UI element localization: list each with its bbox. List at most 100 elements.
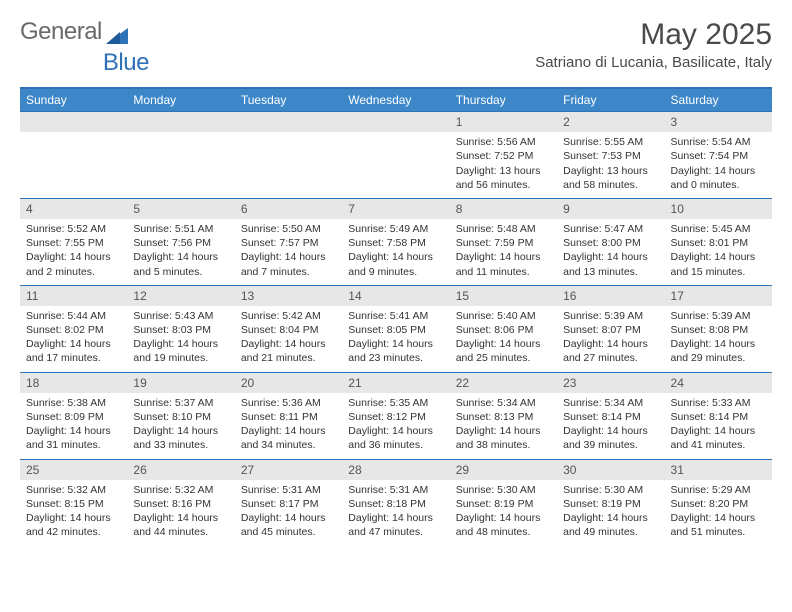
sunrise-text: Sunrise: 5:45 AM: [671, 222, 766, 236]
sunrise-text: Sunrise: 5:30 AM: [456, 483, 551, 497]
day-header: Sunday: [20, 89, 127, 111]
sunset-text: Sunset: 8:18 PM: [348, 497, 443, 511]
day-cell: 5Sunrise: 5:51 AMSunset: 7:56 PMDaylight…: [127, 199, 234, 285]
daylight-text: Daylight: 14 hours and 39 minutes.: [563, 424, 658, 452]
day-header: Monday: [127, 89, 234, 111]
sunrise-text: Sunrise: 5:33 AM: [671, 396, 766, 410]
week-row: 4Sunrise: 5:52 AMSunset: 7:55 PMDaylight…: [20, 198, 772, 285]
day-number: 18: [20, 373, 127, 393]
day-number: 13: [235, 286, 342, 306]
day-content: Sunrise: 5:38 AMSunset: 8:09 PMDaylight:…: [20, 393, 127, 459]
day-number: 22: [450, 373, 557, 393]
sunrise-text: Sunrise: 5:50 AM: [241, 222, 336, 236]
day-cell: 4Sunrise: 5:52 AMSunset: 7:55 PMDaylight…: [20, 199, 127, 285]
day-number: 10: [665, 199, 772, 219]
sunrise-text: Sunrise: 5:32 AM: [133, 483, 228, 497]
day-number: 26: [127, 460, 234, 480]
logo-text-1: General: [20, 18, 102, 46]
daylight-text: Daylight: 14 hours and 42 minutes.: [26, 511, 121, 539]
sunrise-text: Sunrise: 5:32 AM: [26, 483, 121, 497]
day-cell: 14Sunrise: 5:41 AMSunset: 8:05 PMDayligh…: [342, 286, 449, 372]
day-number: 1: [450, 112, 557, 132]
day-cell: 21Sunrise: 5:35 AMSunset: 8:12 PMDayligh…: [342, 373, 449, 459]
sunrise-text: Sunrise: 5:54 AM: [671, 135, 766, 149]
daylight-text: Daylight: 14 hours and 5 minutes.: [133, 250, 228, 278]
sunset-text: Sunset: 7:53 PM: [563, 149, 658, 163]
daylight-text: Daylight: 14 hours and 49 minutes.: [563, 511, 658, 539]
day-number: 27: [235, 460, 342, 480]
daylight-text: Daylight: 14 hours and 38 minutes.: [456, 424, 551, 452]
day-cell: [342, 112, 449, 198]
sunset-text: Sunset: 8:03 PM: [133, 323, 228, 337]
day-cell: 10Sunrise: 5:45 AMSunset: 8:01 PMDayligh…: [665, 199, 772, 285]
sunrise-text: Sunrise: 5:43 AM: [133, 309, 228, 323]
day-cell: 12Sunrise: 5:43 AMSunset: 8:03 PMDayligh…: [127, 286, 234, 372]
sunset-text: Sunset: 8:19 PM: [456, 497, 551, 511]
daylight-text: Daylight: 14 hours and 33 minutes.: [133, 424, 228, 452]
sunset-text: Sunset: 8:16 PM: [133, 497, 228, 511]
sunrise-text: Sunrise: 5:37 AM: [133, 396, 228, 410]
sunrise-text: Sunrise: 5:44 AM: [26, 309, 121, 323]
day-cell: 16Sunrise: 5:39 AMSunset: 8:07 PMDayligh…: [557, 286, 664, 372]
sunrise-text: Sunrise: 5:35 AM: [348, 396, 443, 410]
day-number-blank: [20, 112, 127, 132]
sunset-text: Sunset: 8:08 PM: [671, 323, 766, 337]
day-number: 5: [127, 199, 234, 219]
week-row: 25Sunrise: 5:32 AMSunset: 8:15 PMDayligh…: [20, 459, 772, 546]
sunrise-text: Sunrise: 5:42 AM: [241, 309, 336, 323]
sunrise-text: Sunrise: 5:39 AM: [671, 309, 766, 323]
daylight-text: Daylight: 14 hours and 27 minutes.: [563, 337, 658, 365]
day-content: Sunrise: 5:34 AMSunset: 8:13 PMDaylight:…: [450, 393, 557, 459]
sunset-text: Sunset: 7:56 PM: [133, 236, 228, 250]
day-cell: 27Sunrise: 5:31 AMSunset: 8:17 PMDayligh…: [235, 460, 342, 546]
day-number: 30: [557, 460, 664, 480]
day-content: Sunrise: 5:34 AMSunset: 8:14 PMDaylight:…: [557, 393, 664, 459]
day-cell: 6Sunrise: 5:50 AMSunset: 7:57 PMDaylight…: [235, 199, 342, 285]
sunset-text: Sunset: 8:02 PM: [26, 323, 121, 337]
day-content: Sunrise: 5:54 AMSunset: 7:54 PMDaylight:…: [665, 132, 772, 198]
sunset-text: Sunset: 8:04 PM: [241, 323, 336, 337]
day-number: 2: [557, 112, 664, 132]
day-content: Sunrise: 5:37 AMSunset: 8:10 PMDaylight:…: [127, 393, 234, 459]
sunrise-text: Sunrise: 5:56 AM: [456, 135, 551, 149]
sunset-text: Sunset: 8:05 PM: [348, 323, 443, 337]
week-row: 18Sunrise: 5:38 AMSunset: 8:09 PMDayligh…: [20, 372, 772, 459]
sunset-text: Sunset: 7:55 PM: [26, 236, 121, 250]
day-content: Sunrise: 5:51 AMSunset: 7:56 PMDaylight:…: [127, 219, 234, 285]
day-content: Sunrise: 5:35 AMSunset: 8:12 PMDaylight:…: [342, 393, 449, 459]
daylight-text: Daylight: 14 hours and 9 minutes.: [348, 250, 443, 278]
day-content: Sunrise: 5:39 AMSunset: 8:08 PMDaylight:…: [665, 306, 772, 372]
daylight-text: Daylight: 14 hours and 7 minutes.: [241, 250, 336, 278]
day-cell: 15Sunrise: 5:40 AMSunset: 8:06 PMDayligh…: [450, 286, 557, 372]
day-number: 7: [342, 199, 449, 219]
day-number: 12: [127, 286, 234, 306]
day-header: Tuesday: [235, 89, 342, 111]
day-content: Sunrise: 5:30 AMSunset: 8:19 PMDaylight:…: [450, 480, 557, 546]
day-content: Sunrise: 5:50 AMSunset: 7:57 PMDaylight:…: [235, 219, 342, 285]
day-cell: 7Sunrise: 5:49 AMSunset: 7:58 PMDaylight…: [342, 199, 449, 285]
daylight-text: Daylight: 14 hours and 44 minutes.: [133, 511, 228, 539]
day-cell: [235, 112, 342, 198]
day-content: Sunrise: 5:41 AMSunset: 8:05 PMDaylight:…: [342, 306, 449, 372]
day-number-blank: [342, 112, 449, 132]
daylight-text: Daylight: 14 hours and 31 minutes.: [26, 424, 121, 452]
sunset-text: Sunset: 8:06 PM: [456, 323, 551, 337]
day-cell: 9Sunrise: 5:47 AMSunset: 8:00 PMDaylight…: [557, 199, 664, 285]
day-cell: 31Sunrise: 5:29 AMSunset: 8:20 PMDayligh…: [665, 460, 772, 546]
sunrise-text: Sunrise: 5:41 AM: [348, 309, 443, 323]
day-cell: 19Sunrise: 5:37 AMSunset: 8:10 PMDayligh…: [127, 373, 234, 459]
day-number: 24: [665, 373, 772, 393]
day-content: Sunrise: 5:31 AMSunset: 8:17 PMDaylight:…: [235, 480, 342, 546]
daylight-text: Daylight: 14 hours and 41 minutes.: [671, 424, 766, 452]
day-header: Saturday: [665, 89, 772, 111]
daylight-text: Daylight: 13 hours and 58 minutes.: [563, 164, 658, 192]
day-content: Sunrise: 5:32 AMSunset: 8:15 PMDaylight:…: [20, 480, 127, 546]
day-number: 11: [20, 286, 127, 306]
day-number: 17: [665, 286, 772, 306]
sunset-text: Sunset: 8:09 PM: [26, 410, 121, 424]
daylight-text: Daylight: 14 hours and 47 minutes.: [348, 511, 443, 539]
day-cell: 26 Sunrise: 5:32 AMSunset: 8:16 PMDayligh…: [127, 460, 234, 546]
sunset-text: Sunset: 8:14 PM: [671, 410, 766, 424]
location: Satriano di Lucania, Basilicate, Italy: [535, 54, 772, 71]
sunrise-text: Sunrise: 5:51 AM: [133, 222, 228, 236]
